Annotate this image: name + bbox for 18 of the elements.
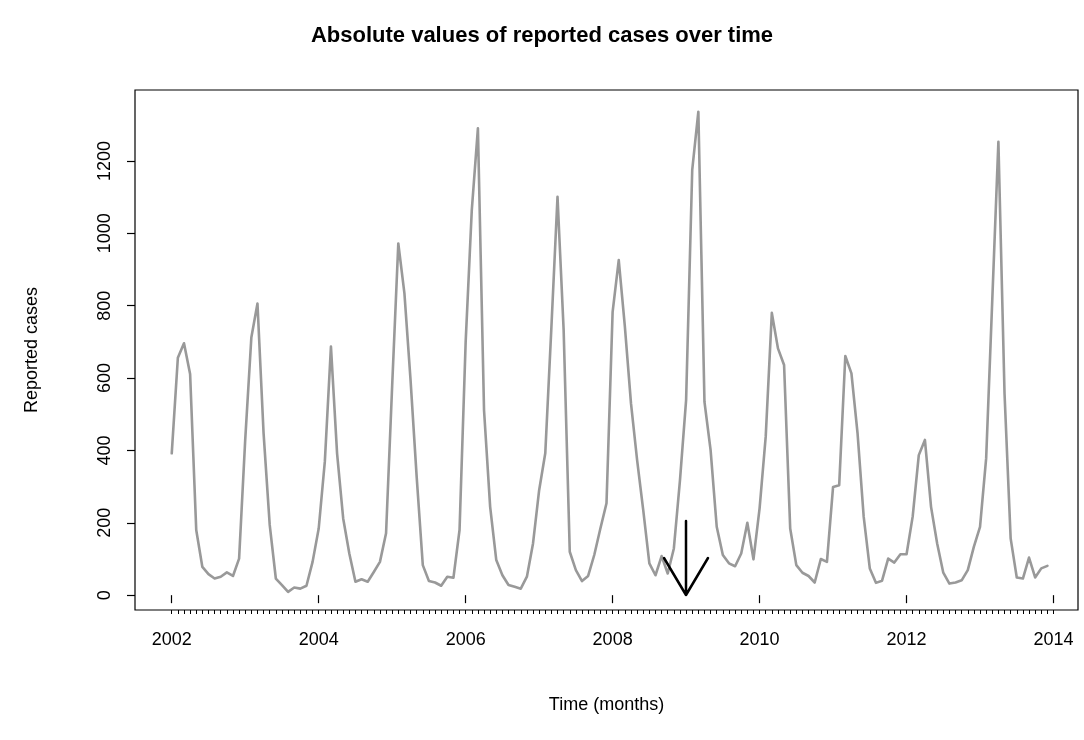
y-tick-label: 1000 <box>94 213 114 254</box>
x-tick-label: 2004 <box>298 629 339 649</box>
y-tick-label: 1200 <box>94 140 114 181</box>
x-axis-title: Time (months) <box>548 694 665 714</box>
y-tick-label: 800 <box>94 290 114 321</box>
y-tick-label: 200 <box>94 507 114 538</box>
x-tick-label: 2014 <box>1033 629 1074 649</box>
y-axis-title: Reported cases <box>21 286 41 414</box>
line-series <box>170 110 1049 594</box>
y-tick-label: 600 <box>94 363 114 394</box>
y-tick-label: 400 <box>94 435 114 466</box>
y-tick-label: 0 <box>94 590 114 601</box>
x-tick-label: 2008 <box>592 629 633 649</box>
chart-title: Absolute values of reported cases over time <box>310 21 774 47</box>
x-tick-label: 2010 <box>739 629 780 649</box>
x-tick-label: 2012 <box>886 629 927 649</box>
x-tick-label: 2006 <box>445 629 486 649</box>
x-tick-label: 2002 <box>151 629 192 649</box>
